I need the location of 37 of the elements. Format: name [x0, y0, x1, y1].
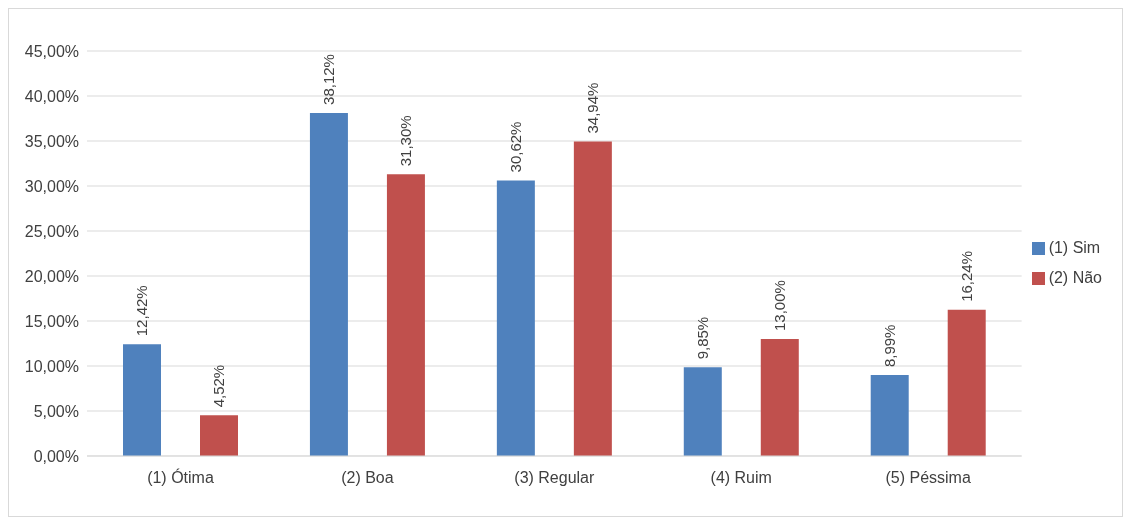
legend-label: (1) Sim [1048, 238, 1101, 256]
x-tick-label: (3) Regular [514, 469, 596, 487]
data-label: 30,62% [507, 121, 525, 173]
y-tick-label: 20,00% [24, 267, 79, 285]
bar [386, 174, 425, 456]
bar [683, 367, 722, 456]
legend-label: (2) Não [1048, 268, 1102, 286]
y-tick-label: 0,00% [33, 447, 79, 465]
data-label: 9,85% [694, 316, 712, 360]
y-tick-label: 5,00% [33, 402, 79, 420]
y-tick-label: 40,00% [24, 87, 79, 105]
data-label: 34,94% [584, 82, 602, 134]
bar [309, 112, 348, 456]
y-tick-label: 10,00% [24, 357, 79, 375]
x-tick-label: (1) Ótima [147, 468, 214, 487]
bar [870, 375, 909, 456]
y-tick-label: 45,00% [24, 42, 79, 60]
y-tick-label: 15,00% [24, 312, 79, 330]
bar [760, 339, 799, 456]
data-label: 31,30% [397, 115, 415, 167]
data-label: 8,99% [881, 324, 899, 368]
data-label: 12,42% [133, 285, 151, 337]
bar [123, 344, 161, 456]
bar [496, 180, 535, 456]
bar [947, 309, 986, 456]
y-tick-label: 30,00% [24, 177, 79, 195]
bar [200, 415, 238, 456]
x-tick-label: (4) Ruim [710, 469, 772, 487]
data-label: 16,24% [958, 250, 976, 302]
x-tick-label: (2) Boa [341, 469, 394, 487]
bar [573, 141, 612, 456]
data-label: 38,12% [320, 54, 338, 105]
x-tick-label: (5) Péssima [885, 469, 971, 487]
data-label: 4,52% [210, 364, 228, 408]
y-tick-label: 25,00% [24, 222, 79, 240]
data-label: 13,00% [771, 280, 789, 331]
y-tick-label: 35,00% [24, 132, 79, 150]
